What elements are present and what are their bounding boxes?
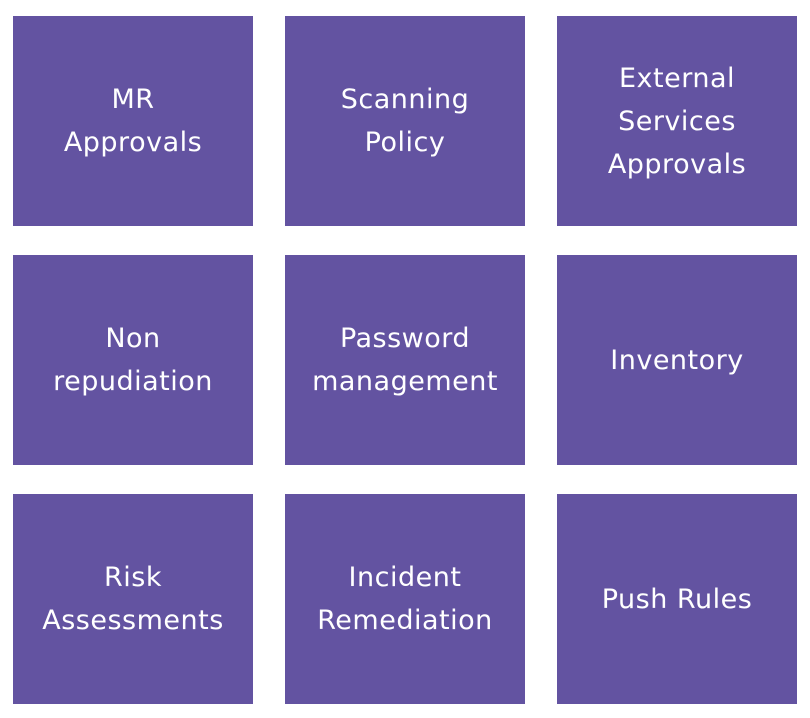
tile-scanning-policy: Scanning Policy xyxy=(285,16,525,226)
tile-external-services-approvals: External Services Approvals xyxy=(557,16,797,226)
tile-label: Incident Remediation xyxy=(317,562,493,636)
tile-mr-approvals: MR Approvals xyxy=(13,16,253,226)
tile-inventory: Inventory xyxy=(557,255,797,465)
tile-label: Risk Assessments xyxy=(42,562,224,636)
tile-label: Push Rules xyxy=(601,583,753,615)
tile-label: Inventory xyxy=(610,344,744,376)
tile-label: Scanning Policy xyxy=(340,84,470,158)
tile-non-repudiation: Non repudiation xyxy=(13,255,253,465)
tile-label: External Services Approvals xyxy=(607,62,747,180)
tile-label: Password management xyxy=(312,323,498,397)
tile-push-rules: Push Rules xyxy=(557,494,797,704)
tile-incident-remediation: Incident Remediation xyxy=(285,494,525,704)
tile-password-management: Password management xyxy=(285,255,525,465)
tile-risk-assessments: Risk Assessments xyxy=(13,494,253,704)
tile-label: MR Approvals xyxy=(63,84,203,158)
tile-label: Non repudiation xyxy=(53,323,213,397)
